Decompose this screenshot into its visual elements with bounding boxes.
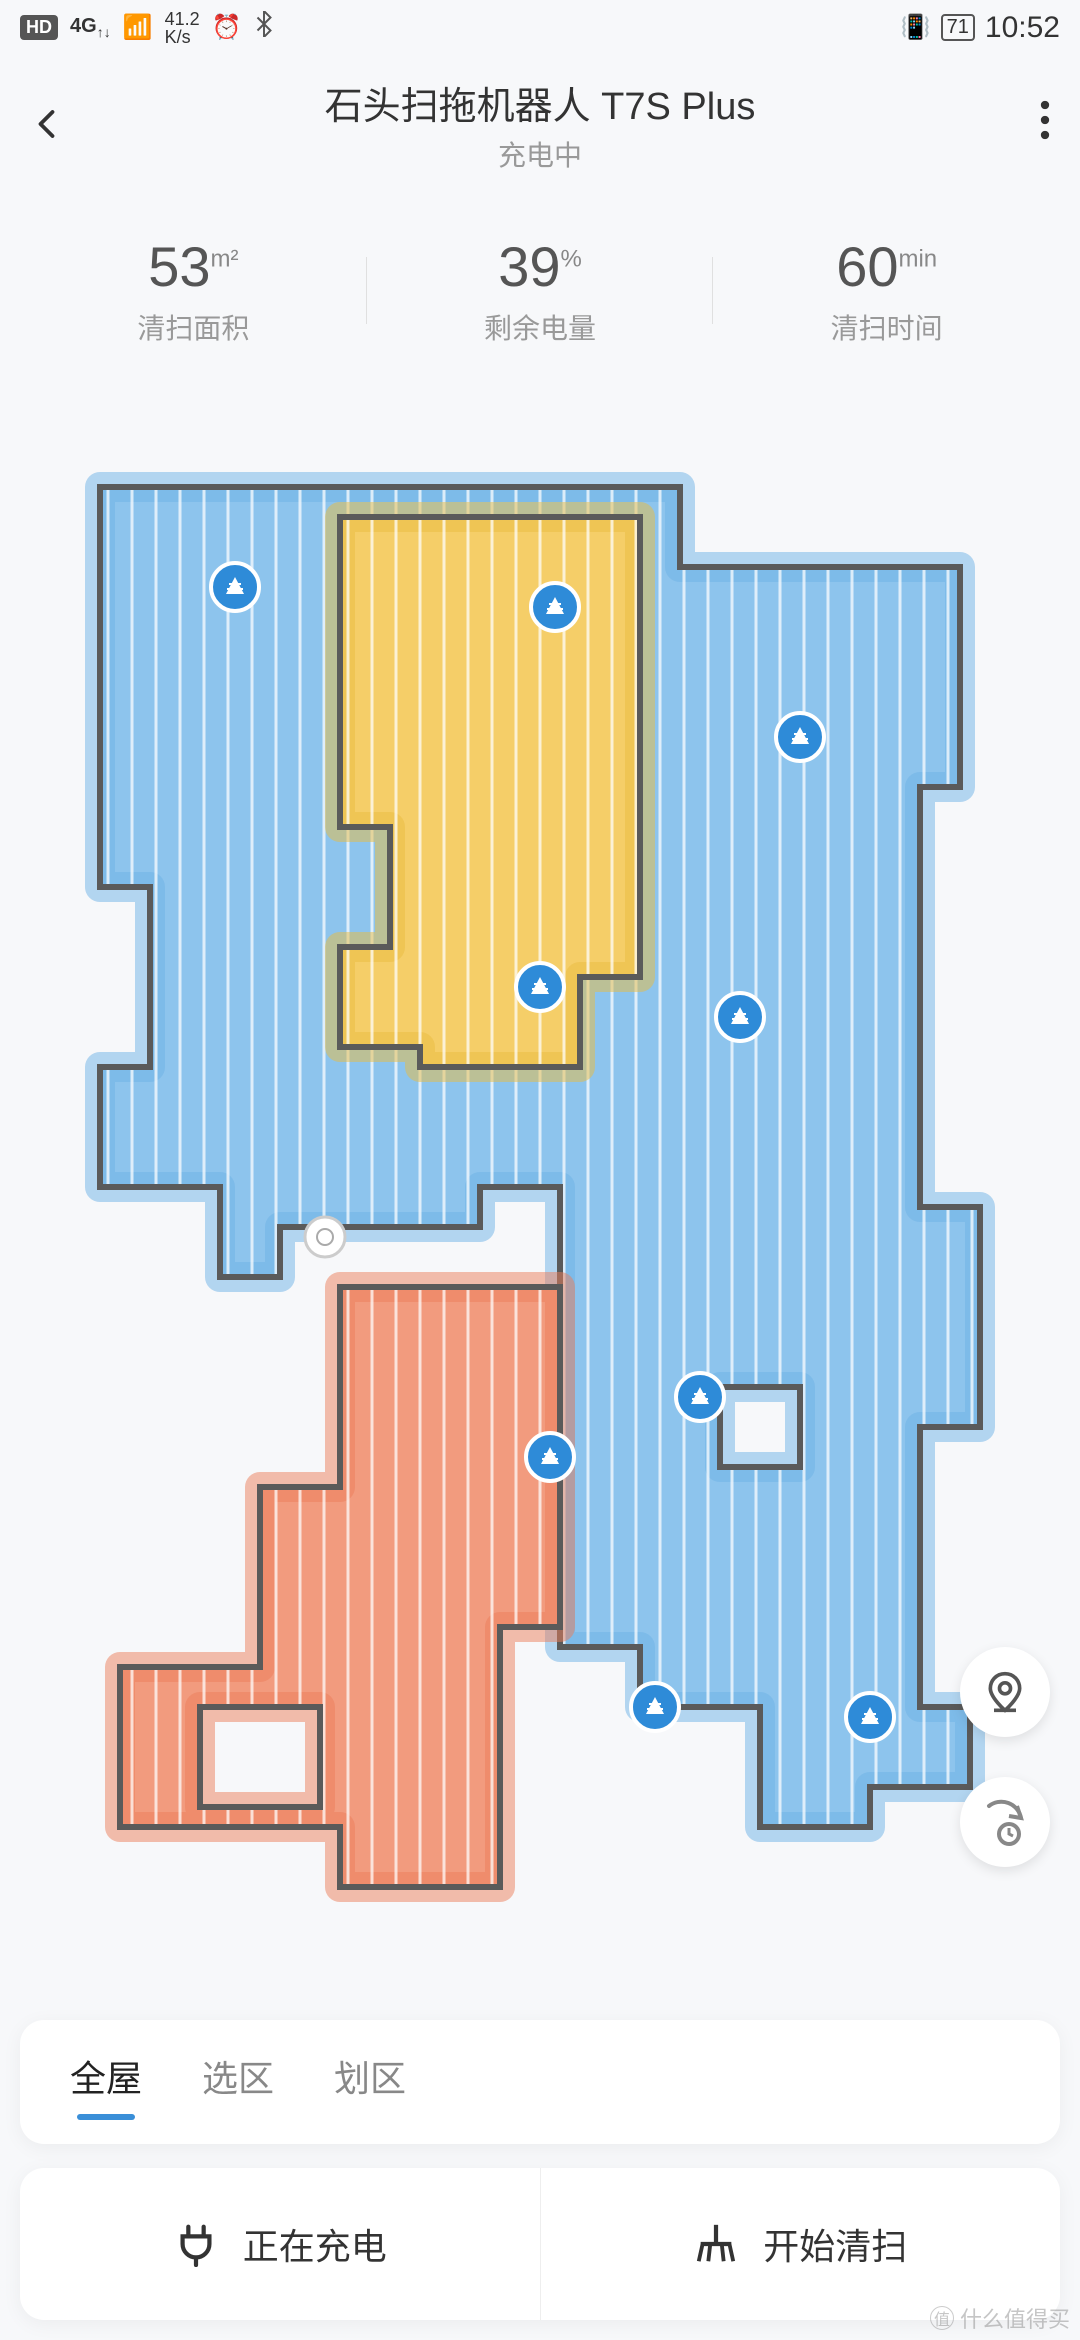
stat-area: 53m² 清扫面积 — [20, 234, 367, 347]
signal-4g-icon: 4G↑↓ — [70, 15, 111, 40]
alarm-icon: ⏰ — [212, 13, 242, 42]
hd-badge: HD — [20, 15, 58, 40]
charge-button[interactable]: 正在充电 — [20, 2168, 541, 2320]
locate-button[interactable] — [960, 1647, 1050, 1737]
charge-label: 正在充电 — [243, 2218, 387, 2270]
floor-map[interactable] — [0, 387, 1080, 1937]
status-left: HD 4G↑↓ 📶 41.2 K/s ⏰ — [20, 10, 274, 46]
action-bar: 正在充电 开始清扫 — [20, 2168, 1060, 2320]
broom-icon — [693, 2221, 739, 2267]
network-speed: 41.2 K/s — [165, 10, 200, 46]
watermark: 值 什么值得买 — [930, 2302, 1070, 2334]
map-area[interactable] — [0, 387, 1080, 1937]
refresh-icon — [981, 1798, 1029, 1846]
page-title: 石头扫拖机器人 T7S Plus — [90, 75, 990, 130]
back-button[interactable] — [30, 96, 90, 154]
mode-tabs: 全屋 选区 划区 — [20, 2020, 1060, 2144]
tab-zones[interactable]: 选区 — [202, 2050, 274, 2114]
status-right: 📳 71 10:52 — [901, 11, 1060, 45]
clean-label: 开始清扫 — [763, 2218, 907, 2270]
bluetooth-icon — [254, 11, 274, 44]
locate-icon — [983, 1670, 1027, 1714]
plug-icon — [173, 2221, 219, 2267]
refresh-button[interactable] — [960, 1777, 1050, 1867]
signal-bars-icon: 📶 — [123, 13, 153, 42]
stat-battery: 39% 剩余电量 — [367, 234, 714, 347]
battery-icon: 71 — [941, 14, 975, 41]
clock-time: 10:52 — [985, 11, 1060, 45]
page-subtitle: 充电中 — [90, 134, 990, 174]
stats-row: 53m² 清扫面积 39% 剩余电量 60min 清扫时间 — [0, 194, 1080, 377]
app-header: 石头扫拖机器人 T7S Plus 充电中 — [0, 55, 1080, 194]
tab-area[interactable]: 划区 — [334, 2050, 406, 2114]
vibrate-icon: 📳 — [901, 13, 931, 42]
clean-button[interactable]: 开始清扫 — [541, 2168, 1061, 2320]
status-bar: HD 4G↑↓ 📶 41.2 K/s ⏰ 📳 71 10:52 — [0, 0, 1080, 55]
stat-time: 60min 清扫时间 — [713, 234, 1060, 347]
more-button[interactable] — [990, 100, 1050, 150]
tab-full-house[interactable]: 全屋 — [70, 2050, 142, 2114]
